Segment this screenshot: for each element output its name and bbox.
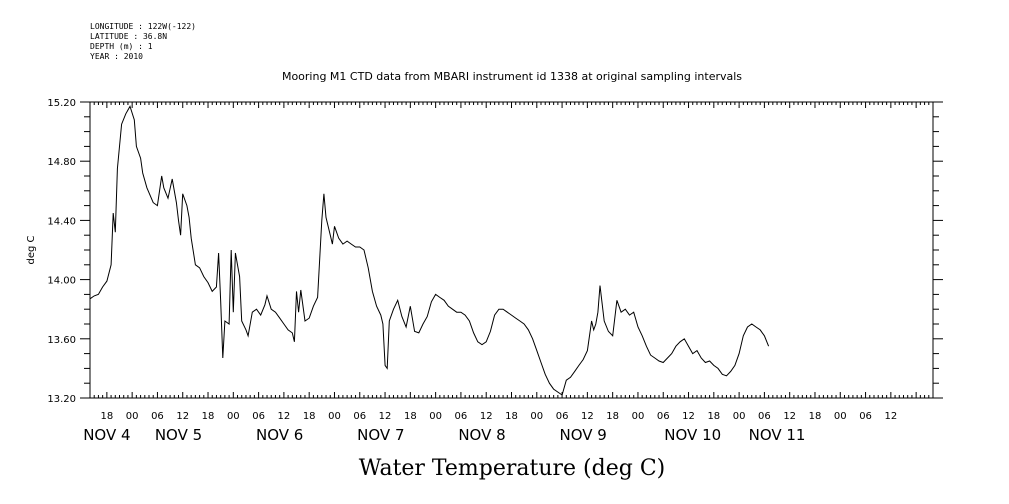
longitude-text: LONGITUDE : 122W(-122) [90, 22, 196, 31]
y-tick-label: 13.60 [47, 335, 76, 346]
x-hour-label: 00 [328, 411, 341, 422]
x-hour-label: 12 [480, 411, 493, 422]
y-tick-label: 13.20 [47, 394, 76, 405]
latitude-text: LATITUDE : 36.8N [90, 32, 168, 41]
series-layer [89, 105, 770, 396]
x-hour-label: 12 [379, 411, 392, 422]
x-hour-label: 06 [859, 411, 872, 422]
x-hour-label: 06 [455, 411, 468, 422]
x-hour-label: 06 [758, 411, 771, 422]
x-hour-label: 06 [556, 411, 569, 422]
chart-title: Mooring M1 CTD data from MBARI instrumen… [282, 70, 742, 83]
year-text: YEAR : 2010 [90, 52, 143, 61]
y-tick-label: 14.00 [47, 276, 76, 287]
x-axis-label: Water Temperature (deg C) [359, 456, 666, 481]
axis-ticks [80, 101, 943, 399]
x-date-label: NOV 11 [749, 426, 806, 444]
x-hour-label: 18 [809, 411, 822, 422]
x-hour-label: 12 [884, 411, 897, 422]
x-hour-label: 12 [783, 411, 796, 422]
x-hour-label: 00 [429, 411, 442, 422]
x-hour-label: 00 [733, 411, 746, 422]
x-hour-label: 00 [227, 411, 240, 422]
x-hour-label: 12 [682, 411, 695, 422]
x-date-label: NOV 8 [458, 426, 505, 444]
x-hour-label: 12 [176, 411, 189, 422]
x-hour-label: 18 [606, 411, 619, 422]
y-tick-label: 15.20 [47, 98, 76, 109]
x-date-label: NOV 6 [256, 426, 303, 444]
x-hour-label: 18 [404, 411, 417, 422]
x-hour-label: 12 [581, 411, 594, 422]
depth-text: DEPTH (m) : 1 [90, 42, 153, 51]
x-hour-label: 18 [202, 411, 215, 422]
temperature-series-line [89, 105, 770, 396]
axis-tick-labels: 13.20 13.60 14.00 14.40 14.80 15.20 18 00 06 12 18… [47, 98, 897, 444]
y-tick-label: 14.80 [47, 157, 76, 168]
x-date-label: NOV 9 [559, 426, 606, 444]
x-hour-label: 06 [151, 411, 164, 422]
x-hour-label: 00 [834, 411, 847, 422]
y-tick-label: 14.40 [47, 216, 76, 227]
x-hour-label: 06 [657, 411, 670, 422]
x-date-label: NOV 4 [83, 426, 130, 444]
x-hour-label: 00 [632, 411, 645, 422]
x-hour-label: 18 [303, 411, 316, 422]
x-date-label: NOV 10 [664, 426, 721, 444]
x-hour-label: 12 [278, 411, 291, 422]
x-hour-label: 00 [126, 411, 139, 422]
x-date-label: NOV 7 [357, 426, 404, 444]
y-axis-label: deg C [26, 235, 37, 264]
x-hour-label: 00 [530, 411, 543, 422]
x-hour-label: 18 [100, 411, 113, 422]
x-hour-label: 06 [353, 411, 366, 422]
x-hour-label: 06 [252, 411, 265, 422]
x-date-label: NOV 5 [155, 426, 202, 444]
plot-frame [89, 101, 934, 399]
x-hour-label: 18 [505, 411, 518, 422]
metadata-block: LONGITUDE : 122W(-122) LATITUDE : 36.8N … [90, 22, 196, 62]
x-hour-label: 18 [707, 411, 720, 422]
